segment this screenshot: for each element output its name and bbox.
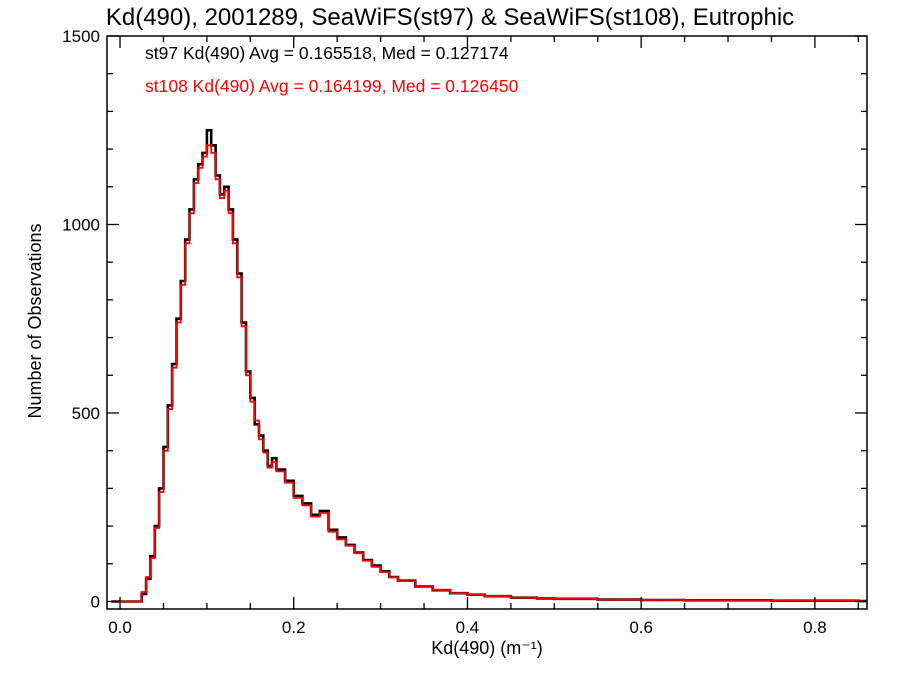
plot-frame (106, 35, 868, 610)
series-line-1 (111, 144, 867, 603)
x-axis-label: Kd(490) (m⁻¹) (431, 638, 543, 658)
y-tick-label: 500 (72, 404, 100, 423)
y-tick-label: 1500 (62, 27, 100, 46)
series-line-0 (111, 128, 867, 603)
y-tick-label: 0 (91, 592, 100, 611)
x-tick-label: 0.6 (629, 618, 653, 637)
x-tick-label: 0.4 (456, 618, 480, 637)
x-tick-label: 0.0 (108, 618, 132, 637)
x-tick-label: 0.8 (803, 618, 827, 637)
x-tick-label: 0.2 (282, 618, 306, 637)
y-tick-label: 1000 (62, 215, 100, 234)
legend-annotation-st97: st97 Kd(490) Avg = 0.165518, Med = 0.127… (145, 43, 509, 63)
tick-layer: 0.0 0.2 0.4 0.6 0.8 0 500 1000 1500 (62, 27, 867, 637)
chart-title: Kd(490), 2001289, SeaWiFS(st97) & SeaWiF… (105, 4, 795, 31)
y-axis-label: Number of Observations (25, 223, 45, 418)
legend-annotation-st108: st108 Kd(490) Avg = 0.164199, Med = 0.12… (145, 76, 519, 96)
series-layer (111, 128, 867, 603)
